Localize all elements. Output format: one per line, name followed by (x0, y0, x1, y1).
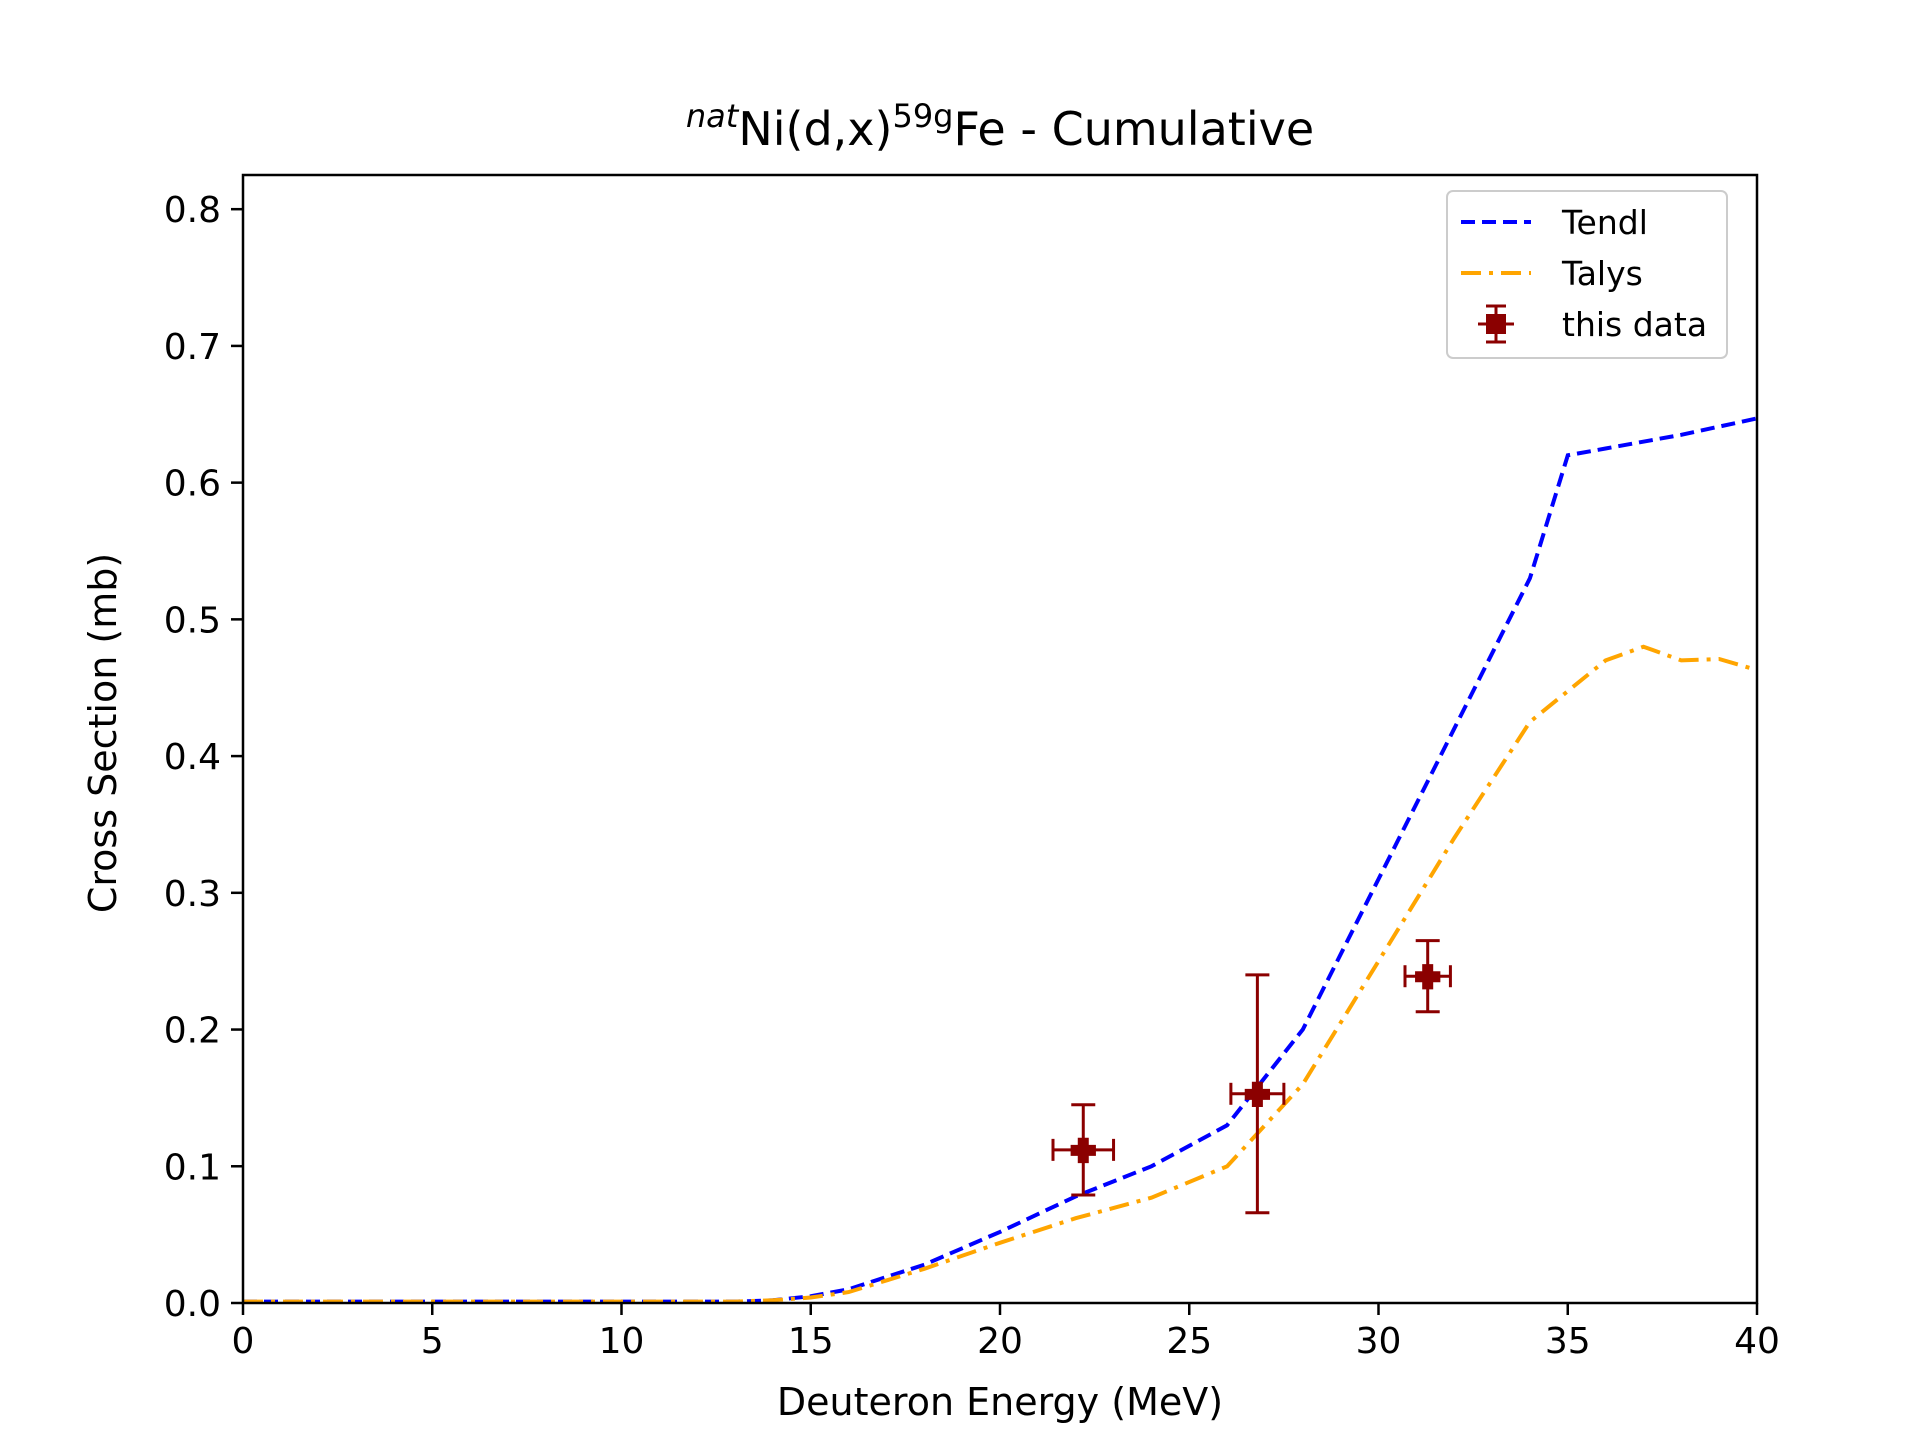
x-tick-label: 25 (1166, 1321, 1212, 1362)
series-line-tendl (243, 416, 1757, 1303)
title-product-mass: 59g (892, 97, 953, 135)
legend-item: Talys (1461, 254, 1643, 293)
x-tick-label: 15 (788, 1321, 834, 1362)
title-element: Ni(d,x) (738, 102, 892, 156)
data-marker (1244, 1081, 1271, 1108)
x-tick-label: 0 (232, 1321, 255, 1362)
y-tick-label: 0.5 (164, 600, 221, 641)
x-tick-label: 30 (1356, 1321, 1402, 1362)
x-tick-label: 10 (599, 1321, 645, 1362)
axes: 0 5 10 15 20 25 30 35 40 0.0 0.1 0.2 0.3 0.4 0.5 0.6 0.7… (164, 173, 1780, 1362)
x-axis-label: Deuteron Energy (MeV) (777, 1380, 1223, 1424)
y-tick-label: 0.4 (164, 737, 221, 778)
data-point (1229, 973, 1286, 1215)
x-tick-label: 35 (1545, 1321, 1591, 1362)
data-marker (1415, 964, 1441, 990)
y-tick-label: 0.1 (164, 1147, 221, 1188)
series-line-talys (243, 644, 1757, 1303)
title-prefix: nat (686, 97, 740, 135)
legend-label: this data (1562, 305, 1707, 344)
x-tick-label: 40 (1734, 1321, 1780, 1362)
data-point (1403, 939, 1452, 1014)
data-point (1051, 1103, 1116, 1197)
legend-label: Talys (1561, 254, 1643, 293)
x-tick-label: 5 (421, 1321, 444, 1362)
legend-label: Tendl (1561, 203, 1648, 242)
title-suffix: Fe - Cumulative (953, 102, 1314, 156)
y-tick-label: 0.8 (164, 190, 221, 231)
y-tick-label: 0.6 (164, 464, 221, 505)
legend-item: Tendl (1461, 203, 1648, 242)
y-tick-label: 0.3 (164, 874, 221, 915)
series-group (243, 416, 1757, 1303)
legend-item: this data (1478, 304, 1707, 344)
legend: Tendl Talys this data (1446, 190, 1728, 359)
data-marker (1070, 1137, 1096, 1164)
legend-marker (1486, 314, 1506, 334)
y-axis-label: Cross Section (mb) (81, 553, 125, 913)
y-tick-label: 0.2 (164, 1011, 221, 1052)
legend-box (1446, 190, 1728, 359)
plot-area (243, 416, 1757, 1303)
y-tick-label: 0.0 (164, 1284, 221, 1325)
chart-title: natNi(d,x)59gFe - Cumulative (686, 97, 1314, 156)
x-tick-label: 20 (977, 1321, 1023, 1362)
y-tick-label: 0.7 (164, 327, 221, 368)
